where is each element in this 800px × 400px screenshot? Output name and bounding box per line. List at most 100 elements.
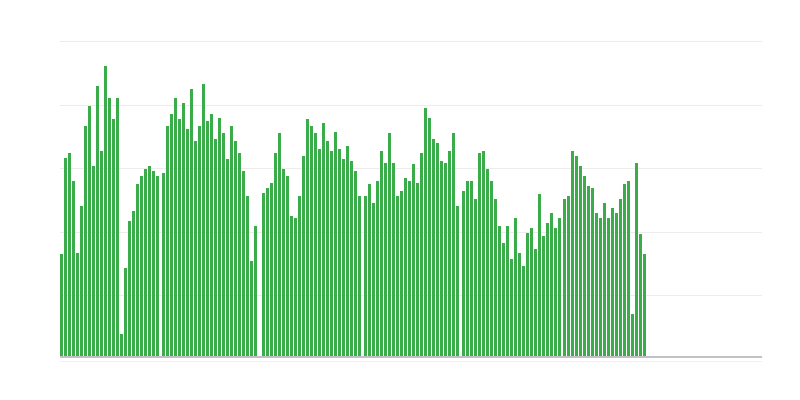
bar[interactable]	[350, 161, 353, 356]
bar[interactable]	[346, 146, 349, 356]
bar[interactable]	[88, 106, 91, 356]
bar[interactable]	[136, 184, 139, 356]
bar[interactable]	[603, 203, 606, 356]
bar[interactable]	[194, 141, 197, 356]
bar[interactable]	[128, 221, 131, 356]
bar[interactable]	[270, 183, 273, 356]
bar[interactable]	[470, 181, 473, 356]
bar[interactable]	[364, 196, 367, 356]
bar[interactable]	[424, 108, 427, 356]
bar[interactable]	[100, 151, 103, 356]
bar[interactable]	[306, 119, 309, 356]
bar[interactable]	[222, 133, 225, 356]
bar[interactable]	[558, 218, 561, 356]
bar[interactable]	[266, 188, 269, 356]
bar[interactable]	[96, 86, 99, 356]
bar[interactable]	[322, 123, 325, 356]
bar[interactable]	[554, 228, 557, 356]
bar[interactable]	[486, 169, 489, 356]
bar[interactable]	[440, 161, 443, 356]
bar[interactable]	[218, 118, 221, 356]
bar[interactable]	[294, 218, 297, 356]
bar[interactable]	[611, 208, 614, 356]
bar[interactable]	[178, 119, 181, 356]
bar[interactable]	[623, 184, 626, 356]
bar[interactable]	[380, 151, 383, 356]
bar[interactable]	[250, 261, 253, 356]
bar[interactable]	[226, 159, 229, 356]
bar[interactable]	[286, 176, 289, 356]
bar[interactable]	[478, 153, 481, 356]
bar[interactable]	[400, 191, 403, 356]
bar[interactable]	[166, 126, 169, 356]
bar[interactable]	[202, 84, 205, 356]
bar[interactable]	[534, 249, 537, 356]
bar[interactable]	[60, 254, 63, 356]
bar[interactable]	[116, 98, 119, 356]
bar[interactable]	[214, 139, 217, 356]
bar[interactable]	[302, 156, 305, 356]
bar[interactable]	[428, 118, 431, 356]
bar[interactable]	[444, 163, 447, 356]
bar[interactable]	[408, 181, 411, 356]
bar[interactable]	[575, 156, 578, 356]
bar[interactable]	[462, 191, 465, 356]
bar[interactable]	[526, 233, 529, 356]
bar[interactable]	[72, 181, 75, 356]
bar[interactable]	[436, 143, 439, 356]
bar[interactable]	[124, 268, 127, 356]
bar[interactable]	[274, 153, 277, 356]
bar[interactable]	[206, 121, 209, 356]
bar[interactable]	[546, 223, 549, 356]
bar[interactable]	[170, 114, 173, 356]
bar[interactable]	[456, 206, 459, 356]
bar[interactable]	[186, 129, 189, 356]
bar[interactable]	[474, 199, 477, 356]
bar[interactable]	[619, 199, 622, 356]
bar[interactable]	[567, 196, 570, 356]
bar[interactable]	[599, 218, 602, 356]
bar[interactable]	[92, 166, 95, 356]
bar[interactable]	[262, 193, 265, 356]
bar[interactable]	[412, 164, 415, 356]
bar[interactable]	[550, 213, 553, 356]
bar[interactable]	[84, 126, 87, 356]
bar[interactable]	[68, 153, 71, 356]
bar[interactable]	[579, 166, 582, 356]
bar[interactable]	[152, 171, 155, 356]
bar[interactable]	[254, 226, 257, 356]
bar[interactable]	[482, 151, 485, 356]
bar[interactable]	[156, 176, 159, 356]
bar[interactable]	[230, 126, 233, 356]
bar[interactable]	[148, 166, 151, 356]
bar[interactable]	[190, 89, 193, 356]
bar[interactable]	[76, 253, 79, 356]
bar[interactable]	[174, 98, 177, 356]
bar[interactable]	[490, 181, 493, 356]
bar[interactable]	[498, 226, 501, 356]
bar[interactable]	[238, 153, 241, 356]
bar[interactable]	[314, 133, 317, 356]
bar[interactable]	[583, 176, 586, 356]
bar[interactable]	[432, 139, 435, 356]
bar[interactable]	[643, 254, 646, 356]
bar[interactable]	[420, 153, 423, 356]
bar[interactable]	[198, 126, 201, 356]
bar[interactable]	[372, 203, 375, 356]
bar[interactable]	[162, 173, 165, 356]
bar[interactable]	[282, 169, 285, 356]
bar[interactable]	[242, 171, 245, 356]
bar[interactable]	[635, 163, 638, 356]
bar[interactable]	[140, 176, 143, 356]
bar[interactable]	[278, 133, 281, 356]
bar[interactable]	[571, 151, 574, 356]
bar[interactable]	[368, 184, 371, 356]
bar[interactable]	[246, 196, 249, 356]
bar[interactable]	[506, 226, 509, 356]
bar[interactable]	[502, 243, 505, 356]
bar[interactable]	[354, 171, 357, 356]
bar[interactable]	[448, 151, 451, 356]
bar[interactable]	[404, 178, 407, 356]
bar[interactable]	[452, 133, 455, 356]
bar[interactable]	[310, 126, 313, 356]
